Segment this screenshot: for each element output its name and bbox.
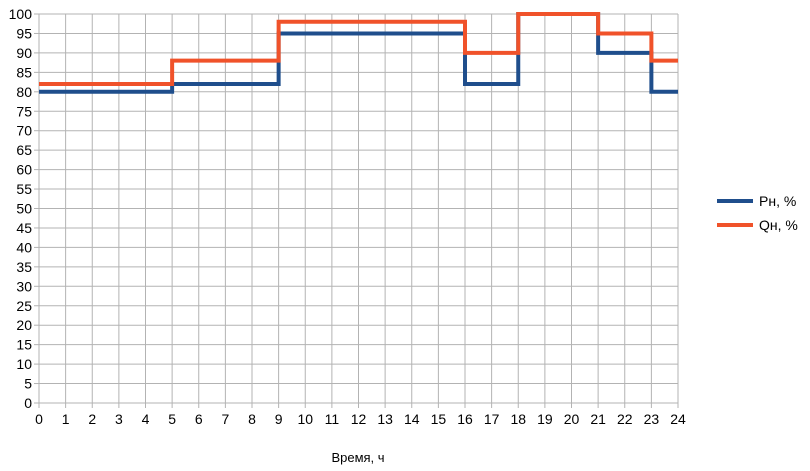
- x-tick-label: 8: [248, 411, 256, 427]
- legend-label: Рн, %: [759, 193, 796, 209]
- y-tick-label: 35: [16, 259, 32, 275]
- y-tick-label: 85: [16, 64, 32, 80]
- grid: [38, 13, 679, 404]
- x-tick-label: 0: [35, 411, 43, 427]
- x-tick-label: 21: [590, 411, 606, 427]
- y-tick-label: 90: [16, 45, 32, 61]
- x-tick-label: 20: [564, 411, 580, 427]
- legend: Рн, % Qн, %: [717, 193, 798, 233]
- x-tick-label: 23: [644, 411, 660, 427]
- x-tick-label: 7: [221, 411, 229, 427]
- y-tick-label: 30: [16, 278, 32, 294]
- x-tick-label: 1: [62, 411, 70, 427]
- x-tick-label: 19: [537, 411, 553, 427]
- tick-labels: 0 1 2 3 4 5 6 7 8 9 10 11 12 13 14 15 16 17 18 19 20 21 22 23 24…: [9, 6, 686, 427]
- y-tick-label: 40: [16, 239, 32, 255]
- x-tick-label: 11: [325, 411, 340, 427]
- legend-item: Рн, %: [717, 193, 796, 209]
- y-tick-label: 95: [16, 25, 32, 41]
- x-tick-label: 6: [195, 411, 203, 427]
- y-tick-label: 100: [9, 6, 33, 22]
- x-tick-label: 9: [275, 411, 283, 427]
- y-tick-label: 50: [16, 201, 32, 217]
- series-lines: [39, 12, 678, 94]
- x-tick-label: 10: [297, 411, 313, 427]
- series-line-2: [39, 12, 678, 87]
- x-tick-label: 5: [168, 411, 176, 427]
- y-tick-label: 45: [16, 220, 32, 236]
- y-tick-label: 5: [24, 376, 32, 392]
- y-tick-label: 10: [16, 356, 32, 372]
- x-tick-label: 16: [457, 411, 473, 427]
- x-tick-label: 2: [88, 411, 96, 427]
- y-tick-label: 15: [16, 337, 32, 353]
- x-axis-title: Время, ч: [331, 450, 384, 465]
- legend-label: Qн, %: [759, 217, 798, 233]
- series-line-1: [39, 12, 678, 94]
- y-tick-label: 60: [16, 162, 32, 178]
- x-tick-label: 4: [142, 411, 150, 427]
- y-tick-label: 0: [24, 395, 32, 411]
- y-tick-label: 70: [16, 123, 32, 139]
- axes: [34, 13, 679, 408]
- x-tick-label: 14: [404, 411, 420, 427]
- y-tick-label: 80: [16, 84, 32, 100]
- x-tick-label: 18: [510, 411, 526, 427]
- y-tick-label: 65: [16, 142, 32, 158]
- x-tick-label: 3: [115, 411, 123, 427]
- y-tick-label: 25: [16, 298, 32, 314]
- x-tick-label: 17: [484, 411, 500, 427]
- y-tick-label: 75: [16, 103, 32, 119]
- x-tick-label: 22: [617, 411, 633, 427]
- legend-item: Qн, %: [717, 217, 798, 233]
- x-tick-label: 13: [377, 411, 393, 427]
- x-tick-label: 12: [351, 411, 367, 427]
- x-tick-label: 15: [431, 411, 447, 427]
- y-tick-label: 55: [16, 181, 32, 197]
- x-tick-label: 24: [670, 411, 686, 427]
- y-tick-label: 20: [16, 317, 32, 333]
